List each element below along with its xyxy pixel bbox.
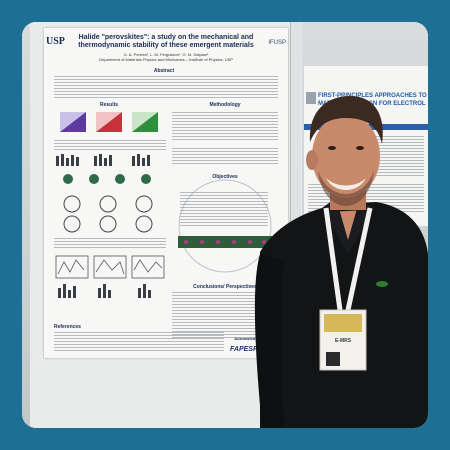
results-spectra-grid xyxy=(55,255,165,298)
lanyard xyxy=(323,207,373,311)
photo: USP IFUSP Halide "perovskites": a study … xyxy=(22,22,428,428)
section-abstract: Abstract xyxy=(153,68,175,74)
section-acknowledgements: Acknowledgements xyxy=(234,336,272,341)
section-conclusions: Conclusions/ Perspectives xyxy=(193,284,257,290)
neighbor-poster-logo xyxy=(306,92,316,104)
section-methodology: Methodology xyxy=(209,102,241,108)
section-results: Results xyxy=(99,102,119,108)
objectives-text xyxy=(180,192,268,226)
conference-badge xyxy=(319,309,367,371)
results-caption xyxy=(54,140,166,150)
references-text xyxy=(54,332,224,352)
research-poster: USP IFUSP Halide "perovskites": a study … xyxy=(44,28,288,358)
methodology-equations xyxy=(172,148,278,166)
results-color-maps xyxy=(60,112,158,132)
person xyxy=(254,96,428,428)
poster-affiliation: Department of Materials Physics and Mech… xyxy=(99,57,233,62)
usp-logo: USP xyxy=(46,36,65,47)
methodology-text xyxy=(172,112,278,142)
shirt-logo-icon xyxy=(376,281,388,287)
abstract-text xyxy=(54,76,278,98)
person-head xyxy=(306,96,383,206)
badge-event-name: E-MRS xyxy=(334,338,352,344)
results-caption-2 xyxy=(54,238,166,248)
section-references: References xyxy=(54,324,81,330)
ifusp-logo: IFUSP xyxy=(268,40,286,46)
poster-board: USP IFUSP Halide "perovskites": a study … xyxy=(30,22,302,428)
fapesp-logo: FAPESP xyxy=(230,346,258,353)
section-objectives: Objectives xyxy=(212,174,238,180)
poster-author-names: G. A. Pereira¹, L. M. Fergusson¹, G. M. … xyxy=(123,52,209,57)
results-bar-charts xyxy=(56,154,151,184)
poster-authors: G. A. Pereira¹, L. M. Fergusson¹, G. M. … xyxy=(68,52,264,62)
objectives-diagram xyxy=(178,179,272,273)
results-polar-plots xyxy=(63,195,153,233)
poster-title: Halide "perovskites": a study on the mec… xyxy=(78,34,254,49)
person-arm xyxy=(254,254,284,428)
